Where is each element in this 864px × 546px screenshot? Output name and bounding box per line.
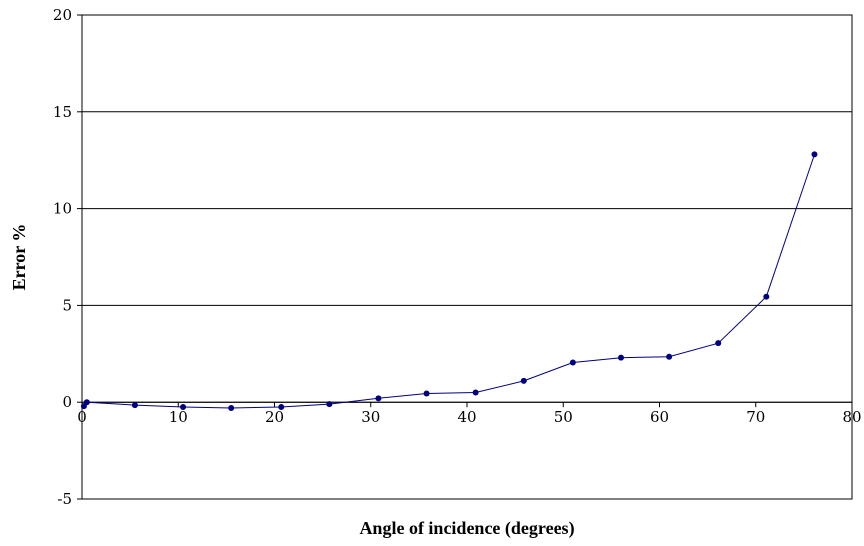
x-tick-label: 40 — [457, 408, 476, 426]
x-tick-label: 10 — [169, 408, 188, 426]
data-point — [375, 395, 382, 402]
data-point — [666, 353, 673, 360]
y-tick-label: 0 — [62, 393, 72, 411]
data-point — [520, 377, 527, 384]
y-tick-label: 15 — [53, 103, 72, 121]
data-point — [618, 354, 624, 361]
data-point — [131, 402, 138, 409]
x-tick-label: 60 — [650, 408, 669, 426]
x-tick-label: 70 — [746, 408, 765, 426]
y-tick-label: 20 — [53, 6, 72, 24]
data-point — [423, 390, 430, 397]
x-axis-title: Angle of incidence (degrees) — [359, 518, 574, 539]
plot-area — [81, 14, 853, 500]
y-axis-ticks: -5 0 5 10 15 20 — [53, 6, 82, 508]
data-point — [228, 405, 235, 412]
x-tick-label: 50 — [554, 408, 573, 426]
y-tick-label: 10 — [53, 200, 72, 218]
x-axis-ticks: 0 10 20 30 40 50 60 70 80 — [77, 402, 862, 426]
data-point — [180, 404, 187, 411]
x-tick-label: 20 — [265, 408, 284, 426]
data-point — [569, 359, 576, 366]
data-point — [326, 401, 333, 408]
y-tick-label: -5 — [57, 490, 72, 508]
y-axis-title: Error % — [9, 224, 29, 291]
series-layer — [80, 151, 818, 412]
data-point — [763, 293, 770, 300]
data-point — [472, 389, 479, 396]
y-tick-label: 5 — [62, 296, 72, 314]
x-tick-label: 80 — [842, 408, 861, 426]
x-tick-label: 0 — [77, 408, 87, 426]
x-tick-label: 30 — [361, 408, 380, 426]
data-point — [811, 151, 818, 158]
data-point — [715, 340, 722, 347]
data-point — [278, 404, 285, 411]
data-point — [83, 399, 90, 406]
